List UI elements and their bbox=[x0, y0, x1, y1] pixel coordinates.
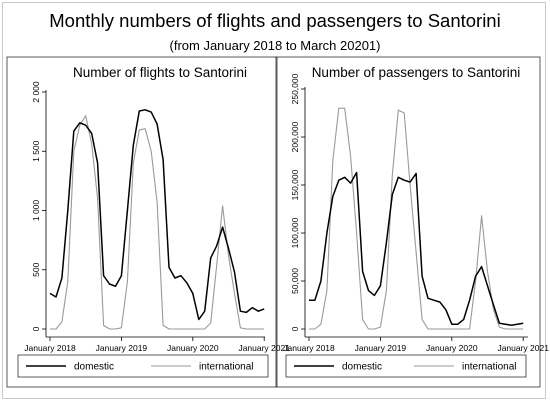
figure-frame bbox=[2, 2, 546, 399]
figure-subtitle: (from January 2018 to March 20201) bbox=[169, 38, 381, 53]
figure-title: Monthly numbers of flights and passenger… bbox=[49, 10, 501, 31]
